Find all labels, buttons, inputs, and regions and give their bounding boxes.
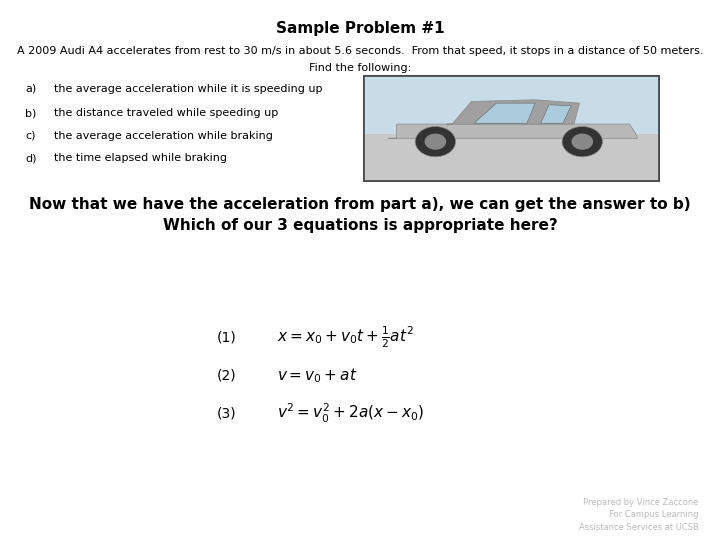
Text: Which of our 3 equations is appropriate here?: Which of our 3 equations is appropriate … xyxy=(163,218,557,233)
Bar xyxy=(364,133,659,181)
Text: a): a) xyxy=(25,84,37,94)
Circle shape xyxy=(415,126,456,157)
Text: (2): (2) xyxy=(217,368,237,382)
Text: Assistance Services at UCSB: Assistance Services at UCSB xyxy=(579,523,698,532)
Text: the average acceleration while braking: the average acceleration while braking xyxy=(54,131,273,141)
Polygon shape xyxy=(388,124,638,138)
Text: $x = x_0 + v_0 t + \frac{1}{2}at^2$: $x = x_0 + v_0 t + \frac{1}{2}at^2$ xyxy=(277,325,414,350)
Polygon shape xyxy=(446,100,580,124)
Text: $v = v_0 + at$: $v = v_0 + at$ xyxy=(277,366,358,384)
Text: d): d) xyxy=(25,153,37,164)
Text: (1): (1) xyxy=(217,330,237,345)
Circle shape xyxy=(562,126,603,157)
Text: A 2009 Audi A4 accelerates from rest to 30 m/s in about 5.6 seconds.  From that : A 2009 Audi A4 accelerates from rest to … xyxy=(17,46,703,56)
Bar xyxy=(364,76,659,181)
Text: Now that we have the acceleration from part a), we can get the answer to b): Now that we have the acceleration from p… xyxy=(30,197,690,212)
Text: Prepared by Vince Zaccone: Prepared by Vince Zaccone xyxy=(583,497,698,507)
Bar xyxy=(364,76,659,133)
Text: (3): (3) xyxy=(217,406,237,420)
Polygon shape xyxy=(541,105,571,123)
Text: c): c) xyxy=(25,131,36,141)
Circle shape xyxy=(425,133,446,150)
Text: For Campus Learning: For Campus Learning xyxy=(609,510,698,519)
Text: the time elapsed while braking: the time elapsed while braking xyxy=(54,153,227,164)
FancyBboxPatch shape xyxy=(364,76,659,181)
Circle shape xyxy=(572,133,593,150)
Text: Find the following:: Find the following: xyxy=(309,63,411,73)
Text: the distance traveled while speeding up: the distance traveled while speeding up xyxy=(54,108,278,118)
Polygon shape xyxy=(474,103,535,123)
Text: Sample Problem #1: Sample Problem #1 xyxy=(276,21,444,36)
Text: the average acceleration while it is speeding up: the average acceleration while it is spe… xyxy=(54,84,323,94)
Text: b): b) xyxy=(25,108,37,118)
Text: $v^2 = v_0^2 + 2a(x - x_0)$: $v^2 = v_0^2 + 2a(x - x_0)$ xyxy=(277,402,424,424)
